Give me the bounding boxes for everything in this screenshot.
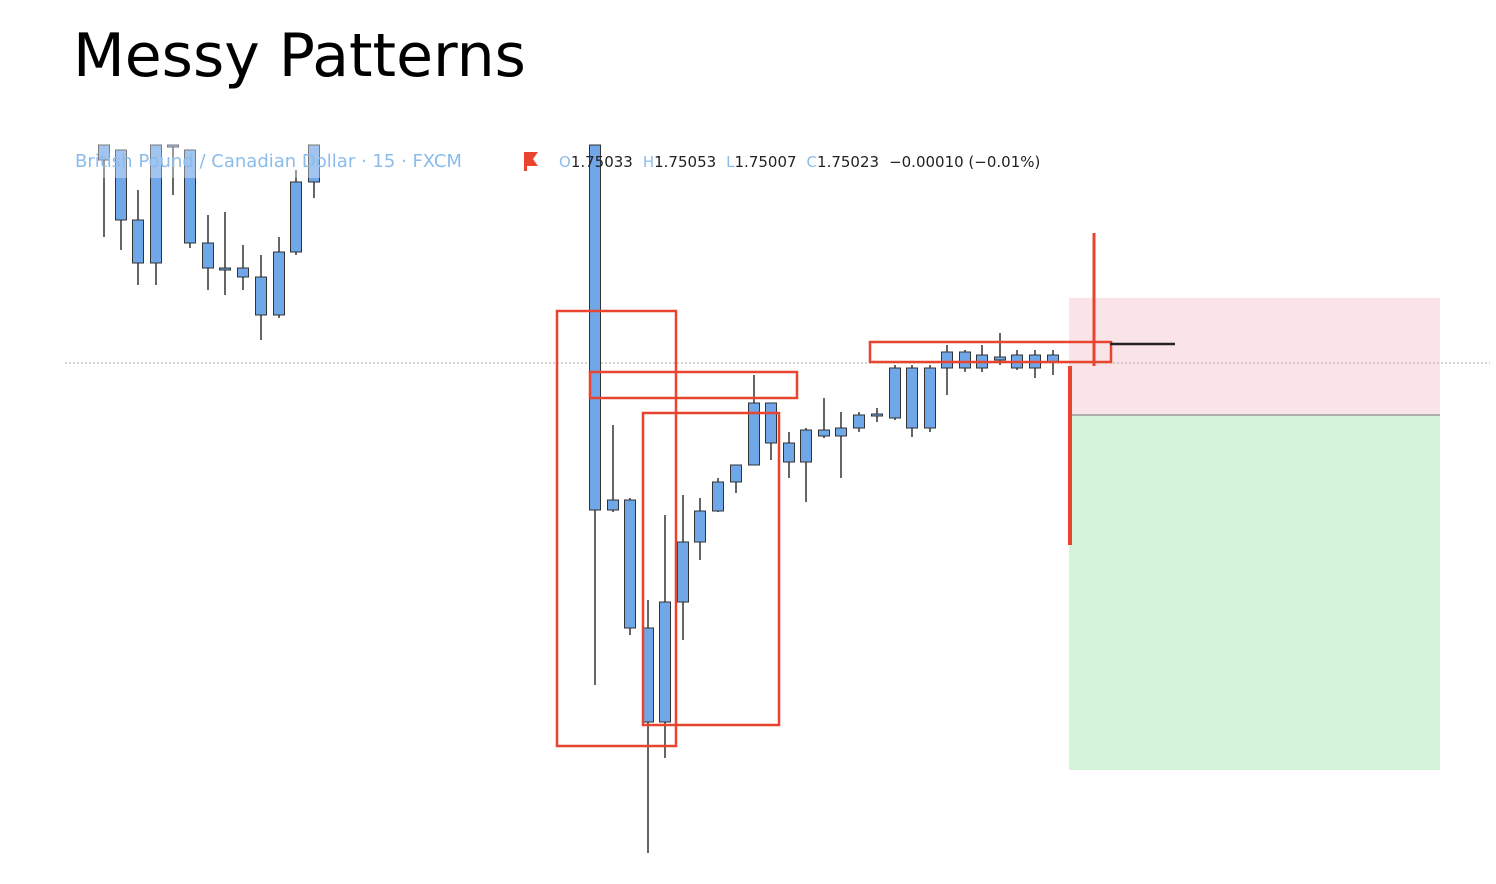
symbol: British Pound / Canadian Dollar · 15 · F…	[75, 151, 462, 172]
box	[555, 309, 678, 748]
candle-body	[765, 402, 777, 444]
candle-body	[748, 402, 760, 466]
ohlc-value: 1.75053	[654, 153, 716, 171]
candle-body	[835, 427, 847, 437]
candle-body	[290, 181, 302, 253]
slide-title: Messy Patterns	[73, 21, 526, 91]
candle-body	[906, 367, 918, 429]
box	[641, 411, 781, 727]
candle-body	[818, 429, 830, 437]
ohlc-value: 1.75007	[735, 153, 797, 171]
candle-body	[202, 242, 214, 269]
candle-body	[237, 267, 249, 278]
ohlc-key: H	[643, 153, 654, 171]
candle-body	[607, 499, 619, 511]
candle-body	[994, 356, 1006, 361]
candle-body	[184, 149, 196, 244]
candle-body	[98, 144, 110, 161]
candle-body	[783, 442, 795, 463]
candle-body	[589, 144, 601, 511]
candle-body	[712, 481, 724, 512]
annotations	[555, 233, 1113, 748]
reward-zone	[1069, 415, 1440, 770]
candle-body	[871, 413, 883, 417]
candle-body	[959, 351, 971, 369]
candle-body	[677, 541, 689, 603]
candle-body	[115, 149, 127, 221]
ohlc-change: −0.00010 (−0.01%)	[889, 153, 1040, 171]
candle-body	[889, 367, 901, 419]
ohlc-key: C	[807, 153, 817, 171]
ohlc-key: O	[559, 153, 571, 171]
ohlc-value: 1.75033	[571, 153, 633, 171]
candle-body	[308, 144, 320, 183]
risk-zone	[1069, 298, 1440, 415]
candle-body	[800, 429, 812, 463]
candle-body	[167, 144, 179, 148]
candle-body	[941, 351, 953, 369]
candle-body	[132, 219, 144, 264]
box	[588, 370, 799, 400]
candle-body	[624, 499, 636, 629]
ohlc-key: L	[726, 153, 735, 171]
ohlc: O1.75033 H1.75053 L1.75007 C1.75023 −0.00010…	[559, 153, 1040, 171]
candle-body	[924, 367, 936, 429]
candles	[98, 144, 1059, 853]
candle-body	[255, 276, 267, 316]
candle-body	[219, 267, 231, 271]
candle-body	[694, 510, 706, 543]
candle-body	[659, 601, 671, 723]
candle-body	[853, 414, 865, 429]
flag-icon	[524, 152, 538, 171]
box	[868, 340, 1113, 364]
candle-body	[150, 144, 162, 264]
candle-body	[273, 251, 285, 316]
candle-body	[730, 464, 742, 483]
ohlc-value: 1.75023	[817, 153, 879, 171]
header-bg	[67, 142, 537, 178]
